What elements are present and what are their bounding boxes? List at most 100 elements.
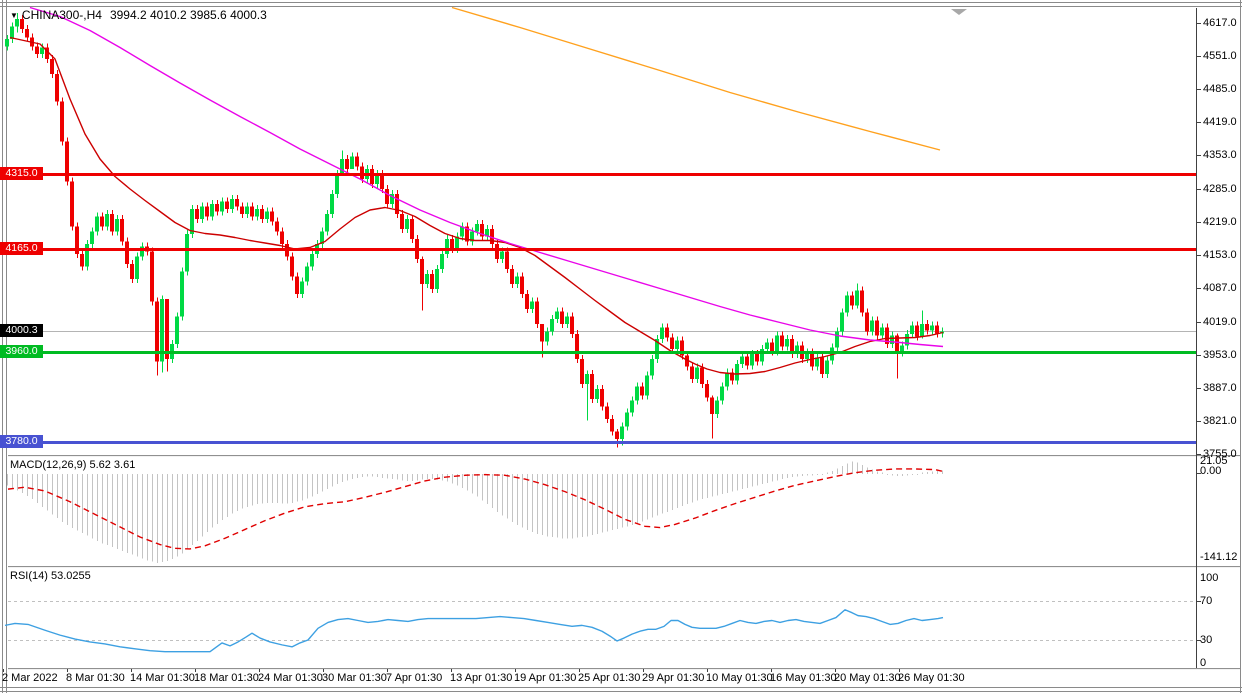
candle-body <box>785 339 789 347</box>
resistance-price-badge[interactable]: 4315.0 <box>0 167 43 180</box>
candle-body <box>590 374 594 399</box>
macd-histogram-bar <box>562 474 563 539</box>
macd-histogram-bar <box>872 469 873 474</box>
macd-histogram-bar <box>417 474 418 481</box>
candle-body <box>290 256 294 277</box>
candle-body <box>220 201 224 212</box>
macd-histogram-bar <box>857 462 858 474</box>
macd-histogram-bar <box>662 474 663 514</box>
candle-body <box>535 301 539 324</box>
macd-histogram-bar <box>512 474 513 522</box>
candle-body <box>875 320 879 336</box>
macd-histogram-bar <box>312 474 313 497</box>
macd-histogram-bar <box>882 472 883 474</box>
macd-histogram-bar <box>377 474 378 478</box>
candle-body <box>230 199 234 209</box>
macd-histogram-bar <box>437 474 438 480</box>
candle-body <box>400 214 404 229</box>
macd-histogram-bar <box>577 474 578 538</box>
macd-histogram-bar <box>732 474 733 492</box>
macd-histogram-bar <box>642 474 643 522</box>
candle-body <box>360 166 364 179</box>
macd-histogram-bar <box>217 474 218 524</box>
candle-body <box>20 19 24 29</box>
candle-body <box>885 327 889 344</box>
rsi-axis-label: 0 <box>1200 657 1207 669</box>
support-price-badge[interactable]: 3960.0 <box>0 345 43 358</box>
macd-histogram-bar <box>862 465 863 474</box>
macd-histogram-bar <box>327 474 328 490</box>
candle-body <box>265 211 269 219</box>
candle-body <box>215 204 219 212</box>
candle-body <box>550 319 554 332</box>
candle-body <box>565 316 569 324</box>
candle-body <box>250 206 254 217</box>
macd-histogram-bar <box>347 474 348 481</box>
candle-body <box>805 352 809 359</box>
candle-body <box>650 359 654 376</box>
macd-histogram-bar <box>592 474 593 536</box>
candle-body <box>645 375 649 396</box>
candle-body <box>255 209 259 217</box>
candle-body <box>905 334 909 346</box>
candle-body <box>930 325 934 331</box>
macd-axis-label: -141.12 <box>1200 551 1238 563</box>
candle-body <box>180 271 184 317</box>
candle-body <box>605 406 609 419</box>
macd-histogram-bar <box>17 474 18 491</box>
macd-histogram-bar <box>627 474 628 527</box>
candle-body <box>165 299 169 359</box>
candle-body <box>385 189 389 204</box>
time-axis-label: 20 May 01:30 <box>834 672 901 684</box>
rsi-line <box>4 609 944 653</box>
macd-histogram-bar <box>482 474 483 501</box>
candle-body <box>90 231 94 244</box>
candle-body <box>870 320 874 332</box>
candle-body <box>275 221 279 232</box>
macd-histogram-bar <box>37 474 38 503</box>
macd-histogram-bar <box>162 474 163 563</box>
macd-histogram-bar <box>317 474 318 495</box>
candle-body <box>500 251 504 259</box>
candle-body <box>65 141 69 182</box>
candle-body <box>410 219 414 239</box>
collapse-triangle-icon[interactable]: ▼ <box>10 11 18 20</box>
price-axis-tick-label: 4617.0 <box>1203 17 1237 29</box>
macd-histogram-bar <box>522 474 523 528</box>
resistance-price-badge[interactable]: 4165.0 <box>0 242 43 255</box>
candle-body <box>100 216 104 227</box>
macd-histogram-bar <box>212 474 213 528</box>
time-axis-label: 29 Apr 01:30 <box>642 672 705 684</box>
candle-body <box>10 26 14 39</box>
price-axis-tick-label: 4353.0 <box>1203 149 1237 161</box>
macd-histogram-bar <box>697 474 698 501</box>
price-axis-tick-label: 3887.0 <box>1203 382 1237 394</box>
candle-body <box>280 231 284 244</box>
candle-wick <box>897 333 898 379</box>
rsi-axis-label: 30 <box>1200 634 1213 646</box>
macd-histogram-bar <box>127 474 128 553</box>
candle-body <box>775 335 779 352</box>
macd-histogram-bar <box>202 474 203 537</box>
support-price-badge[interactable]: 3780.0 <box>0 435 43 448</box>
candle-body <box>390 194 394 204</box>
autoscroll-triangle-icon[interactable] <box>951 9 967 15</box>
candle-body <box>380 174 384 189</box>
time-axis-label: 14 Mar 01:30 <box>130 672 195 684</box>
time-axis-label: 18 Mar 01:30 <box>194 672 259 684</box>
macd-histogram-bar <box>12 474 13 488</box>
macd-histogram-bar <box>802 474 803 476</box>
macd-histogram-bar <box>892 474 893 476</box>
candle-body <box>55 74 59 102</box>
candle-body <box>345 159 349 169</box>
macd-histogram-bar <box>177 474 178 557</box>
macd-histogram-bar <box>532 474 533 532</box>
candle-body <box>190 209 194 234</box>
candle-body <box>560 311 564 324</box>
macd-histogram-bar <box>22 474 23 493</box>
candle-body <box>60 101 64 142</box>
macd-histogram-bar <box>302 474 303 501</box>
candle-body <box>140 246 144 257</box>
